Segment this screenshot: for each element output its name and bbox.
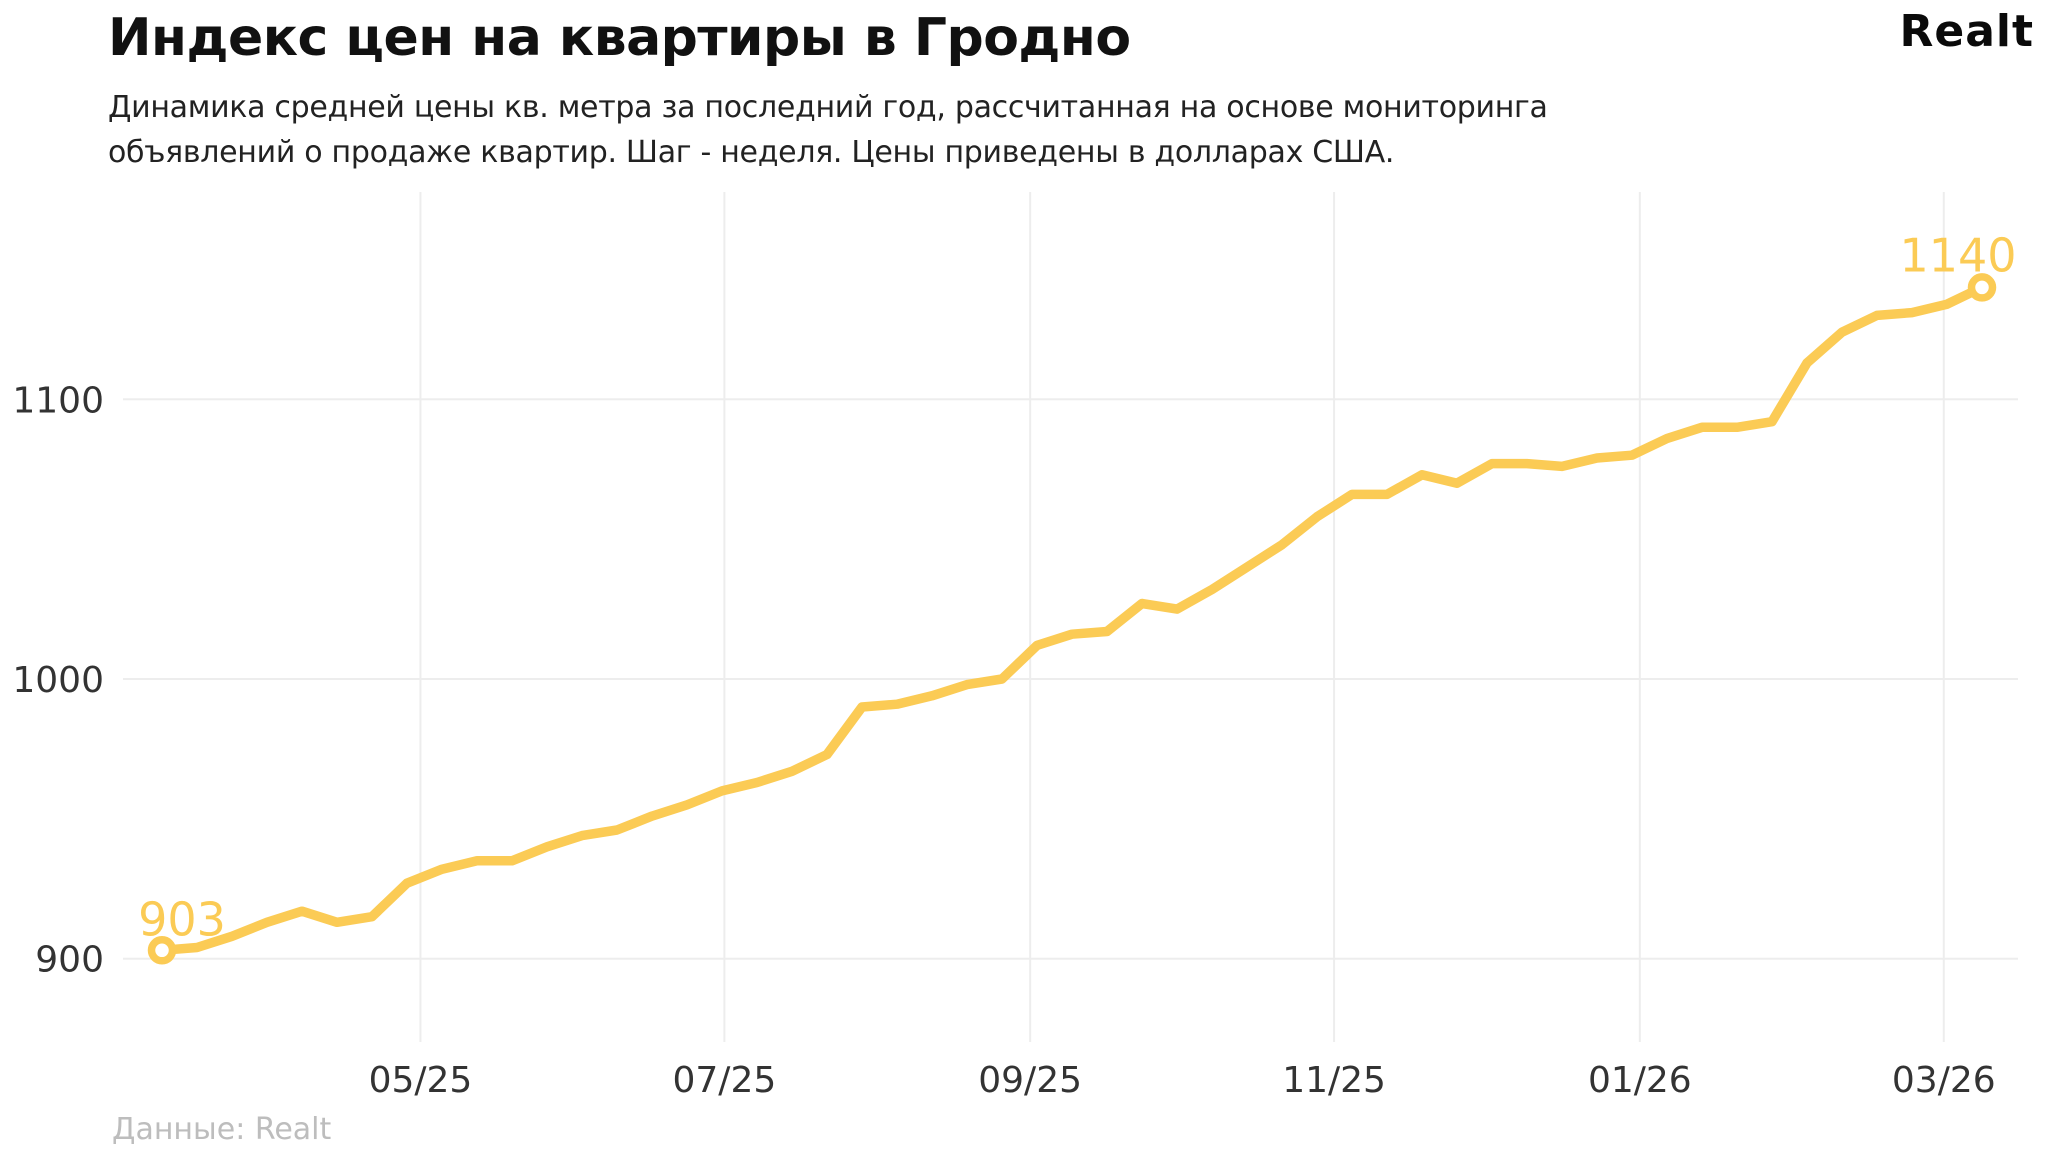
page-title: Индекс цен на квартиры в Гродно — [108, 8, 1131, 68]
price-line — [157, 282, 1987, 956]
end-point-label: 1140 — [1899, 228, 2016, 282]
chart-subtitle: Динамика средней цены кв. метра за после… — [108, 85, 1548, 175]
subtitle-line-2: объявлений о продаже квартир. Шаг - неде… — [108, 135, 1395, 171]
subtitle-line-1: Динамика средней цены кв. метра за после… — [108, 90, 1548, 126]
x-tick-label: 07/25 — [673, 1060, 777, 1101]
y-tick-label: 1000 — [12, 660, 104, 701]
realt-logo: Realt — [1899, 6, 2034, 57]
x-tick-label: 11/25 — [1282, 1060, 1386, 1101]
start-point-label: 903 — [138, 892, 226, 946]
end-point-marker — [1967, 273, 1997, 302]
x-tick-label: 05/25 — [369, 1060, 473, 1101]
y-tick-label: 1100 — [12, 380, 104, 421]
chart-header: Индекс цен на квартиры в Гродно Динамика… — [108, 8, 1548, 175]
x-tick-label: 01/26 — [1588, 1060, 1692, 1101]
start-point-marker — [147, 936, 177, 965]
y-tick-label: 900 — [35, 940, 104, 981]
x-tick-label: 03/26 — [1892, 1060, 1996, 1101]
data-source: Данные: Realt — [112, 1112, 332, 1147]
x-tick-label: 09/25 — [978, 1060, 1082, 1101]
